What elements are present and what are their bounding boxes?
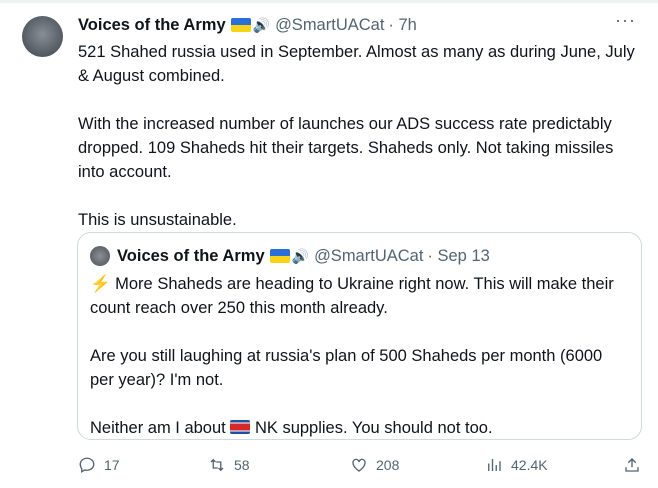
- reply-button[interactable]: 17: [78, 454, 120, 476]
- share-icon: [625, 458, 639, 472]
- quoted-tweet[interactable]: Voices of the Army 🔊 @SmartUACat · Sep 1…: [77, 232, 642, 440]
- like-count: 208: [376, 457, 400, 473]
- quote-timestamp: · Sep 13: [427, 246, 490, 265]
- text-line: into account.: [78, 163, 172, 181]
- author-name[interactable]: Voices of the Army: [78, 15, 226, 34]
- north-korea-flag-icon: [230, 420, 251, 434]
- quote-header: Voices of the Army 🔊 @SmartUACat · Sep 1…: [90, 246, 490, 266]
- text-line: 521 Shahed russia used in September. Alm…: [78, 43, 635, 61]
- view-count: 42.4K: [511, 457, 548, 473]
- lightning-icon: ⚡: [90, 275, 111, 293]
- timestamp[interactable]: · 7h: [388, 15, 417, 34]
- quote-author-name: Voices of the Army: [117, 246, 265, 265]
- reply-icon: [79, 457, 95, 473]
- text-line: per year)? I'm not.: [90, 371, 224, 389]
- author-handle[interactable]: @SmartUACat: [275, 15, 385, 34]
- divider: [0, 0, 658, 3]
- text-line: Are you still laughing at russia's plan …: [90, 347, 603, 365]
- repost-count: 58: [234, 457, 250, 473]
- speaker-icon: 🔊: [291, 247, 310, 264]
- text-line: dropped. 109 Shaheds hit their targets. …: [78, 139, 614, 157]
- avatar[interactable]: [22, 16, 63, 57]
- text-line: count reach over 250 this month already.: [90, 299, 388, 317]
- repost-button[interactable]: 58: [208, 454, 250, 476]
- text-line: With the increased number of launches ou…: [78, 115, 612, 133]
- quote-avatar: [90, 246, 110, 266]
- heart-icon: [352, 458, 366, 472]
- ukraine-flag-icon: [230, 18, 251, 32]
- repost-icon: [210, 458, 224, 472]
- quote-handle: @SmartUACat: [314, 246, 424, 265]
- text-line: This is unsustainable.: [78, 211, 237, 229]
- action-bar: 17 58 208 42.4K: [78, 454, 643, 476]
- share-button[interactable]: [623, 454, 641, 476]
- ukraine-flag-icon: [269, 249, 290, 263]
- tweet-header: Voices of the Army 🔊 @SmartUACat · 7h: [78, 14, 417, 36]
- text-line: More Shaheds are heading to Ukraine righ…: [115, 275, 614, 293]
- text-line: & August combined.: [78, 67, 225, 85]
- tweet-text: 521 Shahed russia used in September. Alm…: [78, 40, 635, 232]
- text-line: Neither am I about: [90, 419, 226, 437]
- reply-count: 17: [104, 457, 120, 473]
- speaker-icon: 🔊: [252, 16, 271, 33]
- more-options-icon[interactable]: ···: [615, 10, 636, 30]
- like-button[interactable]: 208: [350, 454, 399, 476]
- text-line: NK supplies. You should not too.: [254, 419, 493, 437]
- views-chart-icon: [488, 459, 501, 471]
- text-line: [78, 88, 635, 112]
- views-button[interactable]: 42.4K: [485, 454, 548, 476]
- quote-text: ⚡ More Shaheds are heading to Ukraine ri…: [90, 272, 614, 440]
- text-line: [78, 184, 635, 208]
